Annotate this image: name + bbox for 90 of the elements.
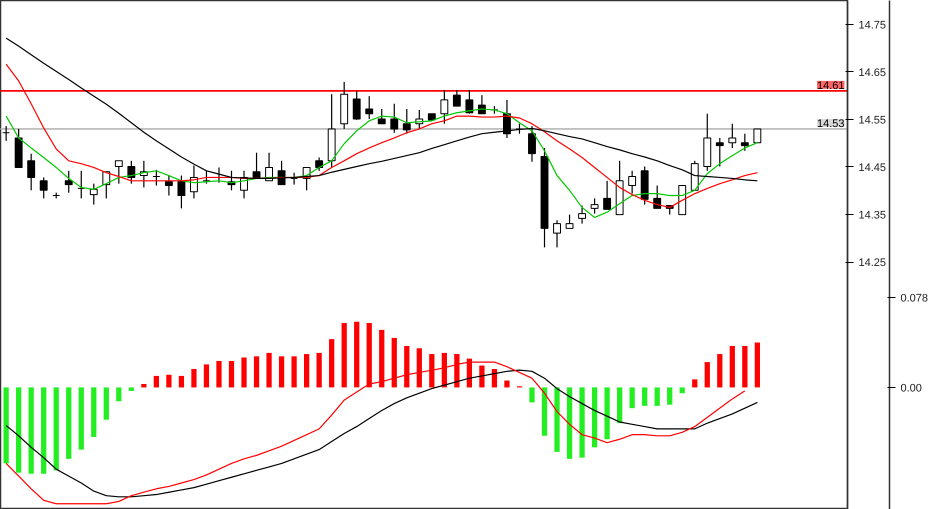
bar	[241, 357, 247, 388]
bar	[630, 387, 635, 408]
candlestick	[728, 123, 736, 149]
bar	[128, 387, 134, 391]
bar	[754, 342, 760, 388]
candlestick	[553, 220, 561, 248]
bar	[504, 380, 510, 388]
bar	[78, 387, 84, 450]
candlestick	[716, 137, 724, 168]
candlestick	[628, 170, 636, 194]
candlestick	[528, 125, 536, 162]
y-tick-label: 14.55	[858, 114, 886, 126]
candlestick	[590, 198, 599, 214]
candlestick	[440, 89, 448, 124]
candlestick	[566, 214, 574, 229]
bar	[216, 360, 222, 388]
bar	[542, 387, 548, 436]
bar	[41, 387, 46, 474]
candlestick	[40, 176, 48, 199]
bar	[228, 360, 234, 388]
candlestick	[402, 108, 411, 134]
bar	[178, 376, 184, 388]
y-tick-label: 14.65	[858, 66, 886, 79]
bar	[141, 384, 146, 388]
bar	[730, 346, 735, 388]
bar	[266, 352, 272, 388]
candlestick	[740, 133, 749, 152]
y2-tick-label: 0.078	[900, 292, 928, 305]
candlestick	[27, 153, 36, 191]
bar	[329, 339, 334, 388]
bar	[154, 376, 160, 388]
candlestick	[365, 96, 374, 120]
bar	[304, 354, 310, 388]
bar	[278, 356, 284, 388]
bar	[291, 356, 297, 388]
bar	[204, 364, 210, 388]
y2-tick-label: 0.00	[900, 382, 922, 394]
bar	[254, 356, 260, 388]
bar	[4, 387, 9, 464]
bar	[742, 346, 748, 388]
candlestick	[452, 89, 461, 107]
bar	[579, 387, 585, 458]
y-tick-label: 14.75	[858, 19, 886, 32]
bar	[104, 387, 109, 420]
bar	[316, 352, 322, 388]
candlestick	[152, 169, 160, 186]
bar	[91, 387, 96, 437]
candlestick	[2, 125, 10, 142]
bar	[479, 366, 485, 388]
y-tick-label: 14.25	[858, 257, 886, 270]
bar	[28, 387, 34, 474]
bar	[529, 387, 535, 402]
bar	[166, 374, 172, 388]
bar	[717, 354, 722, 388]
y-tick-label: 14.35	[858, 210, 886, 222]
candlestick	[390, 103, 398, 134]
bar	[354, 322, 360, 388]
bar	[667, 387, 672, 405]
bar	[116, 387, 122, 402]
ref-line-label: 14.53	[816, 118, 845, 130]
y-tick-label: 14.45	[858, 162, 886, 174]
ref-line-label: 14.61	[816, 80, 845, 92]
bar	[642, 387, 648, 406]
bar	[592, 387, 598, 448]
bar	[704, 362, 710, 388]
candlestick	[753, 128, 762, 144]
candlestick	[127, 160, 136, 184]
candlestick	[177, 174, 186, 209]
bar	[66, 387, 72, 459]
bar	[654, 387, 660, 406]
bar	[16, 387, 22, 473]
candlestick	[578, 204, 586, 224]
bar	[342, 322, 347, 388]
bar	[692, 379, 698, 388]
candlestick	[77, 170, 86, 199]
candlestick	[114, 160, 123, 184]
bar	[554, 387, 560, 452]
bar	[191, 369, 197, 388]
bar	[566, 387, 572, 459]
candlestick	[653, 184, 662, 209]
bar	[680, 387, 685, 394]
candlestick	[52, 192, 60, 199]
candlestick	[352, 90, 361, 120]
candlestick	[252, 152, 260, 178]
candlestick	[164, 174, 173, 196]
bar	[617, 387, 622, 424]
candlestick	[603, 180, 612, 210]
bar	[54, 387, 59, 470]
candlestick	[378, 108, 386, 124]
bar	[604, 387, 610, 440]
